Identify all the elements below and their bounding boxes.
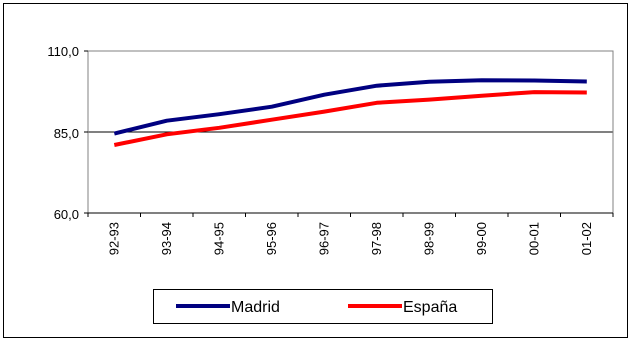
y-tick-label-110: 110,0 [47, 44, 79, 59]
x-tick-label-01-02: 01-02 [579, 222, 594, 255]
y-tick-label-60: 60,0 [54, 207, 79, 222]
x-tick-label-98-99: 98-99 [421, 222, 436, 255]
legend-label-madrid: Madrid [231, 299, 280, 316]
x-tick-label-00-01: 00-01 [526, 222, 541, 255]
x-tick-label-96-97: 96-97 [316, 222, 331, 255]
y-tick-label-85: 85,0 [54, 126, 79, 141]
legend: Madrid España [153, 289, 493, 324]
series-lines [113, 78, 587, 147]
x-axis: 92-93 93-94 94-95 95-96 96-97 97-98 98-99 99-00… [87, 213, 614, 255]
x-tick-label-95-96: 95-96 [264, 222, 279, 255]
y-axis [84, 50, 88, 214]
x-tick-label-97-98: 97-98 [369, 222, 384, 255]
x-tick-label-93-94: 93-94 [159, 222, 174, 255]
series-line-madrid [113, 78, 587, 136]
x-tick-label-99-00: 99-00 [474, 222, 489, 255]
x-tick-label-92-93: 92-93 [106, 222, 121, 255]
legend-label-espana: España [403, 299, 457, 316]
series-line-espana [113, 90, 587, 147]
chart-area-border [3, 3, 628, 338]
x-tick-label-94-95: 94-95 [211, 222, 226, 255]
